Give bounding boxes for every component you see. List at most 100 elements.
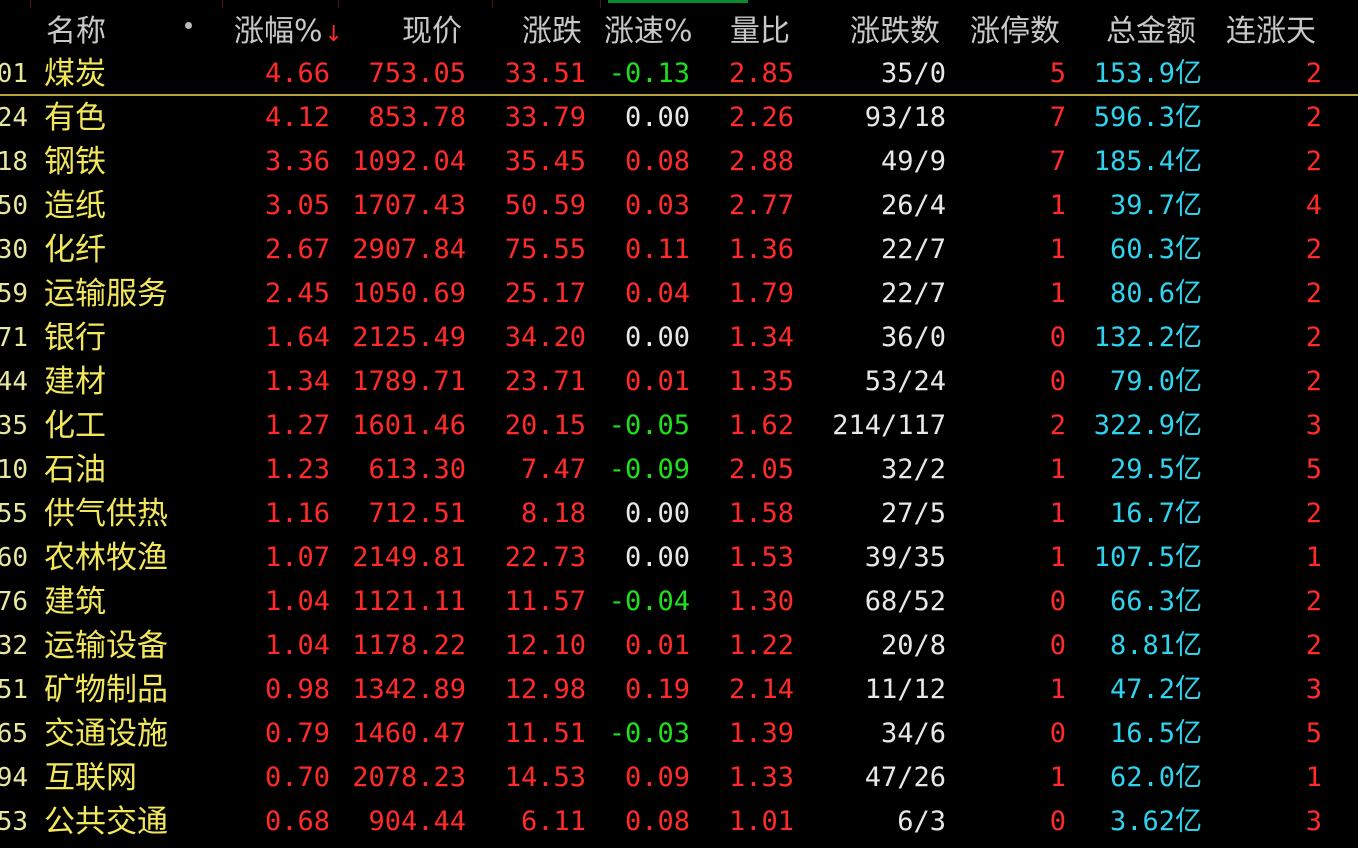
col-header-streak[interactable]: 连涨天: [1226, 14, 1316, 49]
table-row[interactable]: 53 公共交通 0.68 904.44 6.11 0.08 1.01 6/3 0 3.62亿 3: [0, 800, 1358, 844]
col-header-speed[interactable]: 涨速%: [604, 14, 693, 49]
row-limit-up: 1: [1049, 674, 1066, 705]
table-row[interactable]: 24 有色 4.12 853.78 33.79 0.00 2.26 93/18 7 596.3亿 2: [0, 96, 1358, 140]
table-row[interactable]: 55 供气供热 1.16 712.51 8.18 0.00 1.58 27/5 1 16.7亿 2: [0, 492, 1358, 536]
row-amount: 60.3亿: [1109, 234, 1202, 265]
table-row[interactable]: 35 化工 1.27 1601.46 20.15 -0.05 1.62 214/117 2 322…: [0, 404, 1358, 448]
row-code: 60: [0, 543, 28, 573]
col-header-pct[interactable]: 涨幅%↓: [234, 12, 343, 52]
row-vol-ratio: 2.14: [728, 674, 794, 705]
row-vol-ratio: 1.35: [728, 366, 794, 397]
col-header-name[interactable]: 名称: [46, 14, 106, 49]
row-speed: 0.11: [624, 234, 690, 265]
col-header-up-down[interactable]: 涨跌数: [850, 14, 940, 49]
table-row[interactable]: 60 农林牧渔 1.07 2149.81 22.73 0.00 1.53 39/35 1 107.…: [0, 536, 1358, 580]
table-row[interactable]: 51 矿物制品 0.98 1342.89 12.98 0.19 2.14 11/12 1 47.2…: [0, 668, 1358, 712]
row-price: 2125.49: [352, 322, 466, 353]
row-name: 矿物制品: [44, 672, 168, 708]
row-up-down: 32/2: [880, 454, 946, 485]
table-row[interactable]: 76 建筑 1.04 1121.11 11.57 -0.04 1.30 68/52 0 66.3亿…: [0, 580, 1358, 624]
row-vol-ratio: 2.77: [728, 190, 794, 221]
row-limit-up: 1: [1049, 762, 1066, 793]
row-vol-ratio: 1.30: [728, 586, 794, 617]
row-streak: 4: [1305, 190, 1322, 221]
row-name: 运输设备: [44, 628, 168, 664]
row-price: 1178.22: [352, 630, 466, 661]
column-menu-dot-icon[interactable]: [185, 22, 192, 29]
row-code: 76: [0, 587, 28, 617]
row-code: 59: [0, 279, 28, 309]
row-code: 01: [0, 59, 28, 89]
table-row[interactable]: 32 运输设备 1.04 1178.22 12.10 0.01 1.22 20/8 0 8.81亿…: [0, 624, 1358, 668]
row-code: 32: [0, 631, 28, 661]
row-streak: 2: [1305, 498, 1322, 529]
header-divider: [338, 0, 339, 8]
col-header-price[interactable]: 现价: [402, 14, 462, 49]
row-up-down: 68/52: [864, 586, 946, 617]
row-pct: 3.05: [264, 190, 330, 221]
row-pct: 1.07: [264, 542, 330, 573]
table-row[interactable]: 71 银行 1.64 2125.49 34.20 0.00 1.34 36/0 0 132.2亿 2: [0, 316, 1358, 360]
row-name: 化工: [44, 408, 106, 444]
row-speed: 0.01: [624, 630, 690, 661]
row-limit-up: 1: [1049, 498, 1066, 529]
row-up-down: 22/7: [880, 234, 946, 265]
row-change: 34.20: [504, 322, 586, 353]
col-header-pct-label: 涨幅%: [234, 14, 323, 49]
row-speed: -0.04: [608, 586, 690, 617]
col-header-amount[interactable]: 总金额: [1106, 14, 1196, 49]
col-header-change[interactable]: 涨跌: [522, 14, 582, 49]
row-speed: -0.05: [608, 410, 690, 441]
row-pct: 1.23: [264, 454, 330, 485]
row-limit-up: 1: [1049, 278, 1066, 309]
table-row[interactable]: 50 造纸 3.05 1707.43 50.59 0.03 2.77 26/4 1 39.7亿 4: [0, 184, 1358, 228]
table-row[interactable]: 44 建材 1.34 1789.71 23.71 0.01 1.35 53/24 0 79.0亿 2: [0, 360, 1358, 404]
row-change: 12.10: [504, 630, 586, 661]
table-row[interactable]: 94 互联网 0.70 2078.23 14.53 0.09 1.33 47/26 1 62.0亿…: [0, 756, 1358, 800]
table-row[interactable]: 59 运输服务 2.45 1050.69 25.17 0.04 1.79 22/7 1 80.6亿…: [0, 272, 1358, 316]
header-divider: [600, 0, 601, 8]
row-change: 23.71: [504, 366, 586, 397]
row-streak: 2: [1305, 102, 1322, 133]
row-pct: 1.04: [264, 630, 330, 661]
row-name: 银行: [44, 320, 106, 356]
row-price: 1092.04: [352, 146, 466, 177]
row-price: 2078.23: [352, 762, 466, 793]
table-row[interactable]: 01 煤炭 4.66 753.05 33.51 -0.13 2.85 35/0 5 153.9亿 2: [0, 52, 1358, 96]
row-streak: 2: [1305, 366, 1322, 397]
table-row[interactable]: 65 交通设施 0.79 1460.47 11.51 -0.03 1.39 34/6 0 16.5…: [0, 712, 1358, 756]
col-header-limit-up[interactable]: 涨停数: [970, 14, 1060, 49]
row-speed: 0.08: [624, 146, 690, 177]
row-name: 造纸: [44, 188, 106, 224]
row-streak: 2: [1305, 278, 1322, 309]
row-speed: 0.00: [624, 498, 690, 529]
row-code: 35: [0, 411, 28, 441]
table-row[interactable]: 18 钢铁 3.36 1092.04 35.45 0.08 2.88 49/9 7 185.4亿 2: [0, 140, 1358, 184]
col-header-vol-ratio[interactable]: 量比: [730, 14, 790, 49]
row-code: 71: [0, 323, 28, 353]
row-streak: 1: [1305, 542, 1322, 573]
table-row[interactable]: 30 化纤 2.67 2907.84 75.55 0.11 1.36 22/7 1 60.3亿 2: [0, 228, 1358, 272]
row-change: 6.11: [520, 806, 586, 837]
row-code: 65: [0, 719, 28, 749]
row-speed: 0.01: [624, 366, 690, 397]
table-row[interactable]: 10 石油 1.23 613.30 7.47 -0.09 2.05 32/2 1 29.5亿 5: [0, 448, 1358, 492]
row-name: 化纤: [44, 232, 106, 268]
row-up-down: 20/8: [880, 630, 946, 661]
row-vol-ratio: 1.62: [728, 410, 794, 441]
row-speed: 0.19: [624, 674, 690, 705]
row-amount: 16.5亿: [1109, 718, 1202, 749]
row-name: 农林牧渔: [44, 540, 168, 576]
row-limit-up: 7: [1049, 146, 1066, 177]
row-limit-up: 1: [1049, 234, 1066, 265]
row-price: 712.51: [368, 498, 466, 529]
row-limit-up: 0: [1049, 586, 1066, 617]
row-name: 石油: [44, 452, 106, 488]
row-code: 30: [0, 235, 28, 265]
row-vol-ratio: 1.01: [728, 806, 794, 837]
row-price: 1789.71: [352, 366, 466, 397]
row-pct: 0.79: [264, 718, 330, 749]
row-speed: 0.00: [624, 102, 690, 133]
row-price: 1050.69: [352, 278, 466, 309]
row-vol-ratio: 2.26: [728, 102, 794, 133]
